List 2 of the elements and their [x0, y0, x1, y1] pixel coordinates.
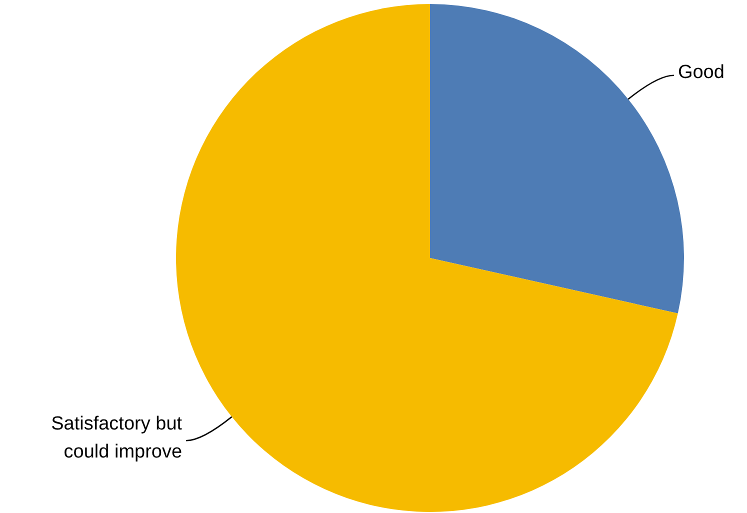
slice-label: Satisfactory but could improve	[51, 413, 183, 462]
slice-label: Good	[678, 62, 724, 84]
